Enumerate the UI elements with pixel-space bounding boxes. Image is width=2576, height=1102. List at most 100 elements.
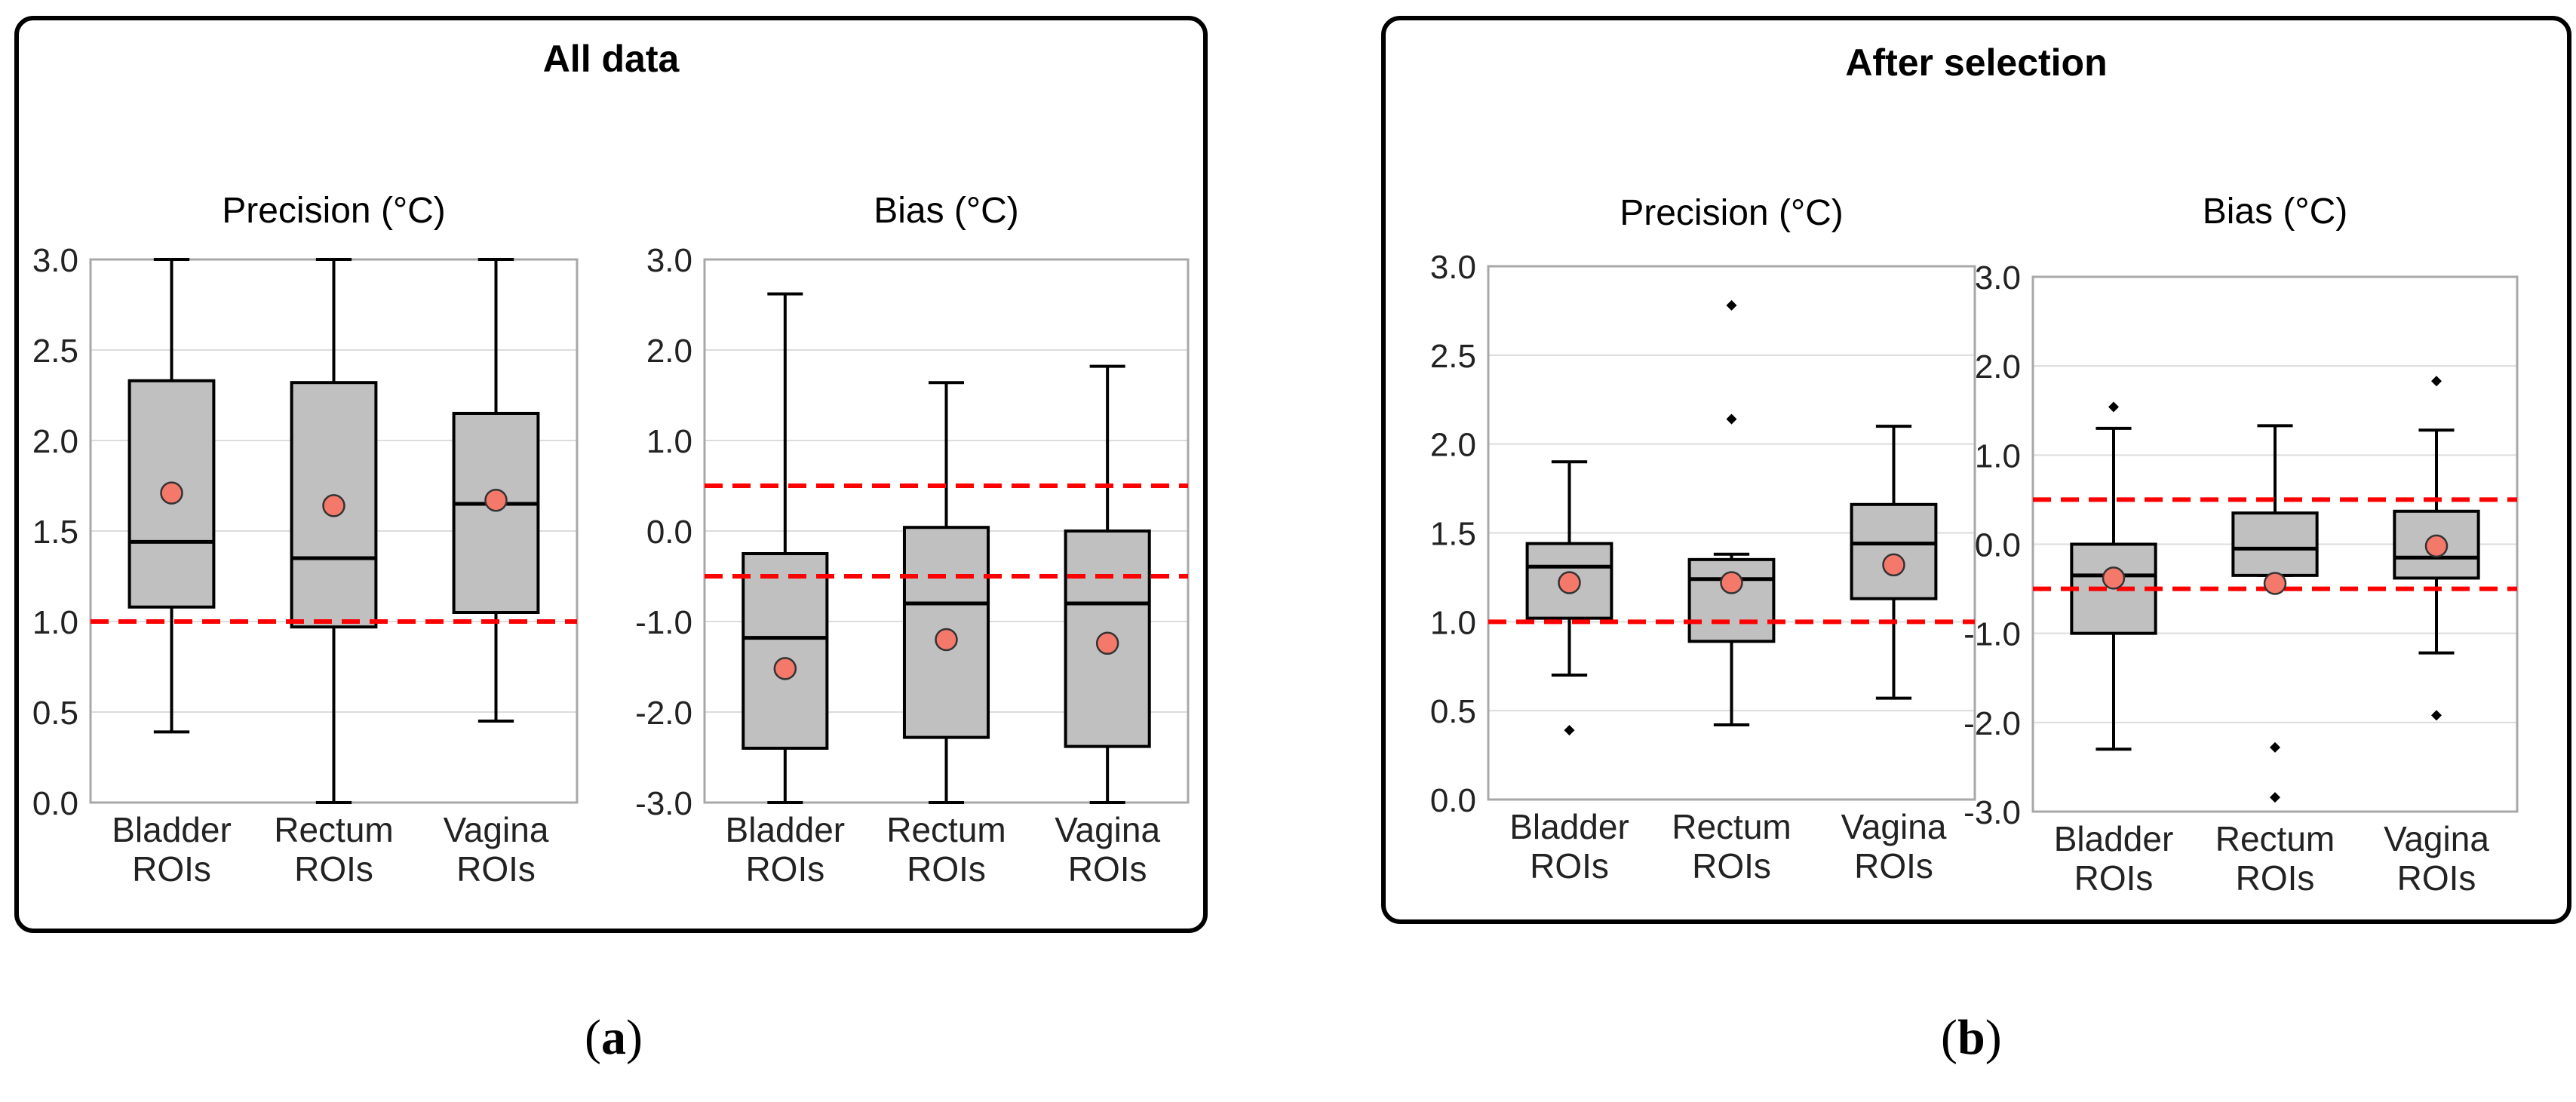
y-tick-label: 1.0 [1975, 437, 2021, 474]
y-tick-label: -3.0 [635, 785, 692, 822]
box-iqr [1850, 502, 1938, 600]
y-tick-label: 3.0 [32, 242, 78, 279]
x-tick-label: ROIs [1530, 846, 1609, 886]
mean-marker [1095, 631, 1119, 655]
y-tick-label: 2.0 [1975, 348, 2021, 385]
outlier-point [2108, 401, 2119, 413]
y-tick-label: 2.0 [1430, 427, 1476, 464]
panel-title: After selection [1845, 41, 2107, 84]
mean-marker [484, 488, 508, 512]
x-tick-label: ROIs [2397, 858, 2476, 898]
panel-a: All data Precision (°C) 0.0 0.5 1.0 1.5 2.0 2.5… [14, 16, 1208, 933]
y-tick-label: 3.0 [646, 242, 692, 279]
y-tick-label: 0.0 [1430, 782, 1476, 819]
x-tick-label: Rectum [886, 810, 1006, 849]
x-tick-label: Rectum [2215, 819, 2335, 858]
y-tick-label: -3.0 [1963, 794, 2021, 831]
boxplot-precision: Precision (°C) 0.0 0.5 1.0 1.5 2.0 2.5 3.0 Bladd… [32, 191, 579, 889]
outlier-point [1564, 725, 1575, 736]
box-iqr [452, 412, 540, 614]
caption-a: (a) [585, 1010, 643, 1065]
x-tick-label: ROIs [1068, 849, 1147, 889]
mean-marker [2263, 572, 2287, 595]
boxplot-bias: Bias (°C) -3.0 -2.0 -1.0 0.0 1.0 2.0 3.0 Bladder… [1963, 192, 2519, 898]
outlier-point [2431, 710, 2442, 721]
y-tick-label: 1.0 [646, 423, 692, 460]
outlier-point [1726, 413, 1737, 425]
x-tick-label: ROIs [1692, 846, 1771, 886]
x-tick-label: Rectum [1672, 807, 1791, 846]
y-tick-label: 2.0 [646, 333, 692, 370]
chart-title: Precision (°C) [1620, 193, 1844, 233]
x-tick-label: Bladder [112, 810, 232, 849]
y-tick-label: 3.0 [1430, 249, 1476, 286]
plot-frame [1487, 265, 1976, 801]
panel-frame [14, 16, 1208, 933]
x-tick-label: ROIs [2236, 858, 2315, 898]
chart-title: Bias (°C) [2203, 192, 2348, 232]
mean-marker [1720, 571, 1743, 594]
mean-marker [2102, 566, 2126, 590]
y-tick-label: 2.5 [32, 333, 78, 370]
y-tick-label: -1.0 [1963, 616, 2021, 653]
x-tick-label: Vagina [1841, 807, 1947, 846]
x-tick-label: ROIs [907, 849, 986, 889]
mean-marker [160, 481, 183, 505]
x-tick-label: ROIs [745, 849, 824, 889]
x-tick-label: Bladder [2054, 819, 2174, 858]
x-tick-label: Rectum [274, 810, 393, 849]
mean-marker [1558, 571, 1581, 594]
mean-marker [2424, 534, 2449, 558]
panel-b: After selection Precision (°C) 0.0 0.5 1.0 1.… [1381, 16, 2571, 924]
y-tick-label: 0.0 [32, 785, 78, 822]
panel-title: All data [543, 38, 680, 80]
x-tick-label: Vagina [444, 810, 549, 849]
y-tick-label: 1.0 [32, 604, 78, 641]
y-tick-label: -2.0 [1963, 705, 2021, 742]
mean-marker [773, 657, 797, 680]
x-tick-label: Vagina [2384, 819, 2489, 858]
y-tick-label: 0.0 [646, 514, 692, 551]
boxplot-precision: Precision (°C) 0.0 0.5 1.0 1.5 2.0 2.5 3.0 Bladd… [1430, 193, 1976, 886]
y-tick-label: 2.0 [32, 423, 78, 460]
caption-b: (b) [1941, 1010, 2002, 1065]
x-tick-label: ROIs [132, 849, 211, 889]
y-tick-label: 0.5 [1430, 693, 1476, 730]
x-tick-label: Bladder [726, 810, 846, 849]
x-tick-label: ROIs [1854, 846, 1933, 886]
x-tick-label: Vagina [1055, 810, 1160, 849]
y-tick-label: 1.0 [1430, 604, 1476, 641]
outlier-point [2270, 741, 2280, 753]
plot-frame [2031, 275, 2519, 813]
x-tick-label: ROIs [294, 849, 373, 889]
x-tick-label: ROIs [2074, 858, 2154, 898]
y-tick-label: 0.0 [1975, 527, 2021, 564]
panel-frame [1381, 16, 2571, 924]
box-iqr [2231, 511, 2319, 577]
y-tick-label: -1.0 [635, 604, 692, 641]
y-tick-label: 0.5 [32, 695, 78, 732]
x-tick-label: Bladder [1509, 807, 1629, 846]
y-tick-label: 3.0 [1975, 259, 2021, 296]
x-tick-label: ROIs [456, 849, 536, 889]
box-iqr [741, 552, 829, 750]
chart-title: Bias (°C) [874, 191, 1019, 231]
outlier-point [1726, 299, 1737, 311]
mean-marker [1882, 553, 1905, 577]
mean-marker [935, 628, 958, 652]
y-tick-label: -2.0 [635, 695, 692, 732]
boxplot-bias: Bias (°C) -3.0 -2.0 -1.0 0.0 1.0 2.0 3.0 Bladder… [635, 191, 1190, 889]
y-tick-label: 1.5 [32, 514, 78, 551]
